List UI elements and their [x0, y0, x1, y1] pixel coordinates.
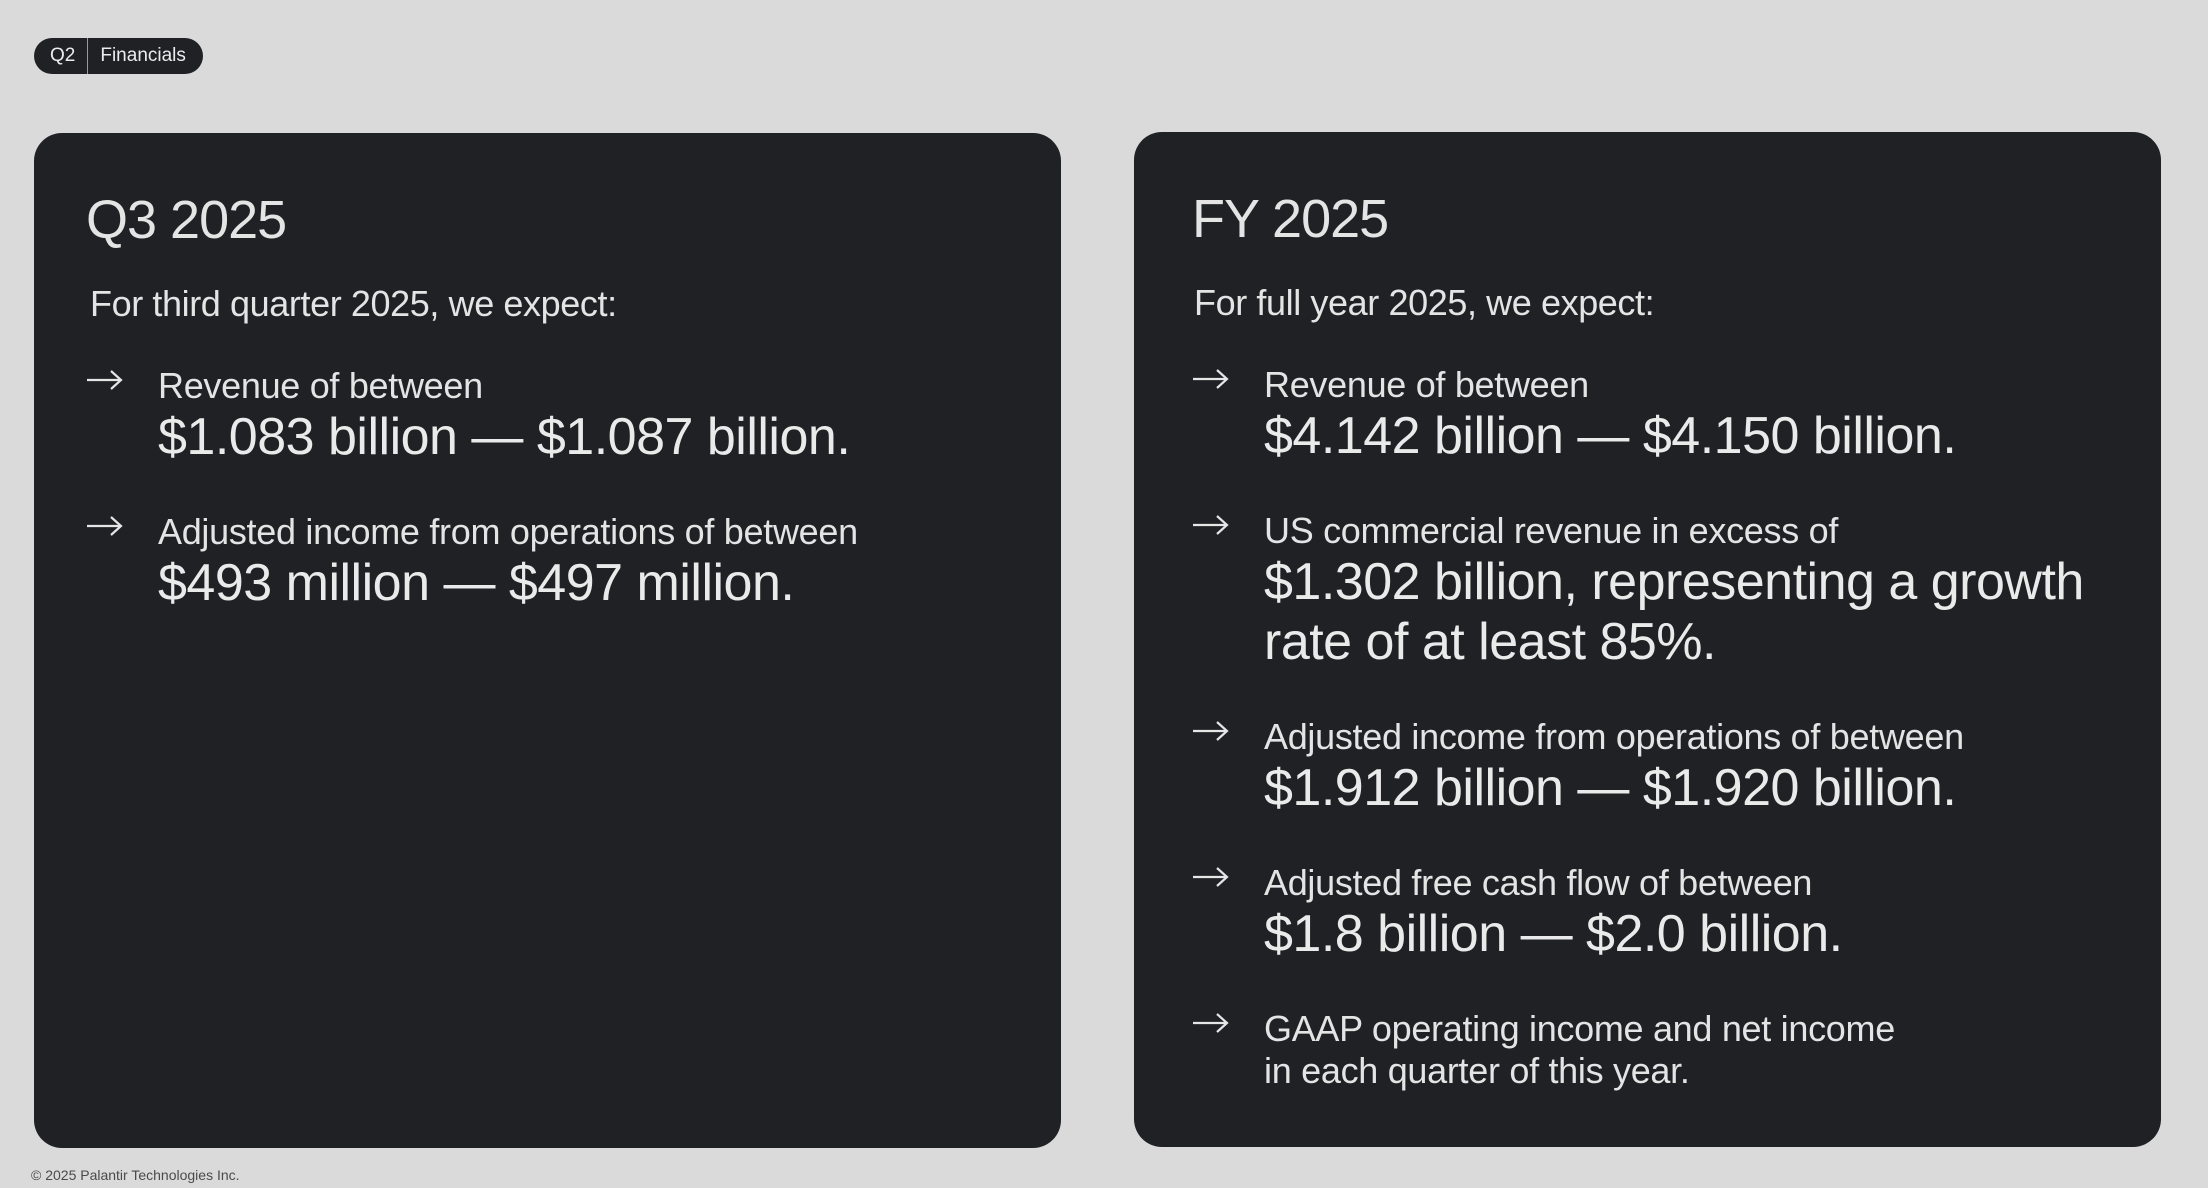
bullet-lead: Adjusted income from operations of betwe… — [158, 511, 858, 552]
bullet-lead: Revenue of between — [1264, 364, 1589, 405]
bullet-lead: Adjusted income from operations of betwe… — [1264, 716, 1964, 757]
bullet-item: US commercial revenue in excess of $1.30… — [1192, 510, 2121, 672]
bullet-lead: Adjusted free cash flow of between — [1264, 862, 1813, 903]
card-title: Q3 2025 — [86, 190, 287, 250]
bullet-list: Revenue of between $1.083 billion — $1.0… — [86, 365, 1021, 657]
bullet-item: Adjusted income from operations of betwe… — [86, 511, 1021, 613]
bullet-lead: US commercial revenue in excess of — [1264, 510, 1839, 551]
fy-guidance-card: FY 2025 For full year 2025, we expect: R… — [1134, 132, 2161, 1147]
bullet-lead: Revenue of between — [158, 365, 483, 406]
bullet-value: $1.8 billion — $2.0 billion. — [1264, 905, 1843, 963]
bullet-item: Adjusted income from operations of betwe… — [1192, 716, 2121, 818]
bullet-value: $1.302 billion, representing a growth ra… — [1264, 553, 2084, 671]
card-title: FY 2025 — [1192, 189, 1389, 249]
card-intro: For full year 2025, we expect: — [1194, 282, 1655, 323]
tag-section: Financials — [100, 45, 186, 66]
bullet-value: $1.083 billion — $1.087 billion. — [158, 408, 851, 466]
arrow-right-icon — [1192, 1008, 1264, 1092]
bullet-item: Revenue of between $4.142 billion — $4.1… — [1192, 364, 2121, 466]
bullet-item: GAAP operating income and net income in … — [1192, 1008, 2121, 1092]
arrow-right-icon — [86, 365, 158, 467]
card-intro: For third quarter 2025, we expect: — [90, 283, 617, 324]
arrow-right-icon — [1192, 364, 1264, 466]
arrow-right-icon — [1192, 510, 1264, 672]
copyright-footer: © 2025 Palantir Technologies Inc. — [31, 1167, 240, 1183]
bullet-lead: GAAP operating income and net income — [1264, 1008, 1895, 1049]
arrow-right-icon — [1192, 862, 1264, 964]
bullet-value: in each quarter of this year. — [1264, 1050, 1690, 1091]
bullet-item: Revenue of between $1.083 billion — $1.0… — [86, 365, 1021, 467]
tag-quarter: Q2 — [34, 38, 89, 74]
bullet-item: Adjusted free cash flow of between $1.8 … — [1192, 862, 2121, 964]
bullet-value: $1.912 billion — $1.920 billion. — [1264, 759, 1957, 817]
section-tag: Q2 Financials — [34, 38, 203, 74]
bullet-value: $4.142 billion — $4.150 billion. — [1264, 407, 1957, 465]
bullet-value: $493 million — $497 million. — [158, 554, 795, 612]
arrow-right-icon — [86, 511, 158, 613]
arrow-right-icon — [1192, 716, 1264, 818]
q3-guidance-card: Q3 2025 For third quarter 2025, we expec… — [34, 133, 1061, 1148]
bullet-list: Revenue of between $4.142 billion — $4.1… — [1192, 364, 2121, 1136]
